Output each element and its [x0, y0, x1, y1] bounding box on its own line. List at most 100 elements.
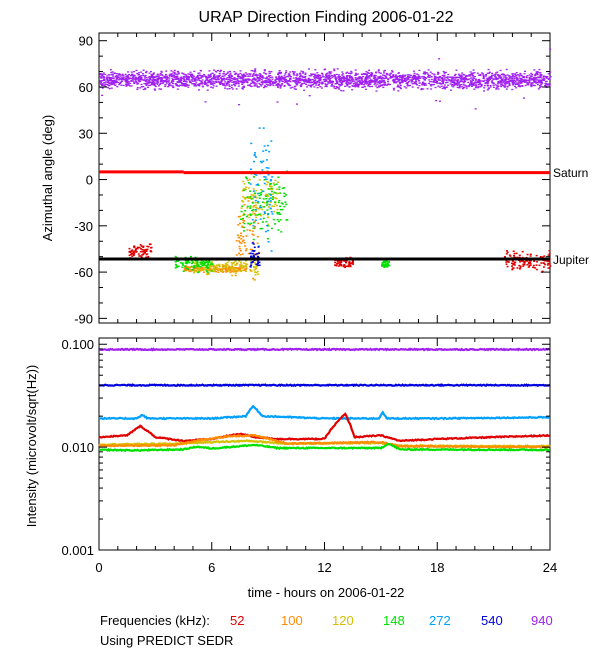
scatter-point: [149, 70, 152, 73]
scatter-point: [114, 84, 117, 86]
scatter-point: [264, 81, 267, 84]
scatter-point: [528, 74, 531, 76]
scatter-point: [228, 84, 231, 86]
scatter-point: [458, 74, 461, 77]
scatter-point: [477, 79, 480, 82]
scatter-point: [368, 72, 371, 74]
scatter-point: [190, 259, 193, 262]
scatter-point: [366, 71, 369, 74]
scatter-point: [252, 73, 255, 75]
scatter-point: [194, 78, 197, 80]
scatter-point: [251, 250, 254, 252]
scatter-point: [172, 86, 175, 89]
scatter-point: [277, 201, 280, 204]
scatter-point: [414, 78, 417, 80]
scatter-point: [252, 227, 255, 229]
scatter-point: [216, 77, 219, 79]
scatter-point: [228, 265, 231, 268]
scatter-point: [277, 75, 280, 77]
scatter-point: [259, 194, 262, 196]
scatter-point: [140, 75, 143, 77]
scatter-point: [232, 262, 235, 265]
scatter-point: [454, 82, 457, 84]
scatter-point: [348, 78, 351, 81]
scatter-point: [204, 76, 207, 78]
scatter-point: [263, 179, 266, 181]
scatter-point: [361, 81, 364, 84]
scatter-point: [252, 256, 255, 258]
scatter-point: [487, 79, 490, 81]
scatter-point: [278, 81, 281, 83]
scatter-point: [239, 249, 242, 252]
scatter-point: [367, 81, 370, 83]
scatter-point: [183, 268, 186, 270]
scatter-point: [243, 230, 246, 232]
scatter-point: [222, 265, 225, 268]
scatter-point: [100, 73, 103, 75]
scatter-point: [535, 77, 538, 79]
scatter-point: [209, 264, 212, 266]
scatter-point: [348, 261, 351, 263]
scatter-point: [276, 213, 279, 215]
scatter-point: [250, 142, 253, 145]
scatter-point: [485, 73, 488, 76]
scatter-point: [278, 69, 281, 72]
scatter-point: [504, 74, 507, 77]
scatter-point: [198, 85, 201, 87]
scatter-point: [109, 78, 112, 80]
scatter-point: [128, 254, 131, 257]
scatter-point: [511, 81, 514, 83]
scatter-point: [215, 85, 218, 87]
scatter-point: [244, 72, 247, 74]
scatter-point: [260, 188, 263, 191]
scatter-point: [219, 268, 222, 270]
scatter-point: [244, 263, 247, 265]
scatter-point: [261, 75, 264, 77]
scatter-point: [132, 77, 135, 79]
scatter-point: [530, 83, 533, 85]
scatter-point: [230, 76, 233, 78]
scatter-point: [145, 256, 148, 258]
scatter-point: [141, 73, 144, 75]
scatter-point: [412, 77, 415, 79]
scatter-point: [250, 255, 253, 258]
scatter-point: [318, 81, 321, 83]
scatter-point: [229, 271, 232, 274]
scatter-point: [373, 75, 376, 78]
scatter-point: [198, 74, 201, 76]
scatter-point: [187, 78, 190, 80]
scatter-point: [397, 72, 400, 74]
scatter-point: [336, 77, 339, 79]
scatter-point: [215, 78, 218, 81]
scatter-point: [347, 265, 350, 268]
scatter-point: [140, 78, 143, 81]
scatter-point: [234, 274, 237, 277]
scatter-point: [497, 81, 500, 83]
scatter-point: [368, 82, 371, 84]
scatter-point: [250, 82, 253, 85]
scatter-point: [203, 268, 206, 271]
scatter-point: [364, 78, 367, 80]
scatter-point: [203, 75, 206, 77]
scatter-point: [384, 75, 387, 77]
scatter-point: [441, 87, 444, 90]
scatter-point: [121, 73, 124, 75]
scatter-point: [378, 82, 381, 84]
scatter-point: [156, 82, 159, 84]
scatter-point: [289, 81, 292, 83]
scatter-point: [113, 72, 116, 75]
scatter-point: [128, 251, 131, 253]
scatter-point: [453, 81, 456, 83]
scatter-point: [358, 78, 361, 80]
scatter-point: [356, 82, 359, 84]
scatter-point: [136, 83, 139, 85]
scatter-point: [418, 69, 421, 72]
x-tick-label: 12: [317, 560, 331, 575]
scatter-point: [135, 78, 138, 81]
scatter-point: [296, 74, 299, 76]
scatter-point: [265, 178, 268, 181]
scatter-point: [196, 260, 199, 263]
scatter-point: [348, 82, 351, 84]
scatter-point: [350, 70, 353, 73]
scatter-point: [453, 84, 456, 86]
